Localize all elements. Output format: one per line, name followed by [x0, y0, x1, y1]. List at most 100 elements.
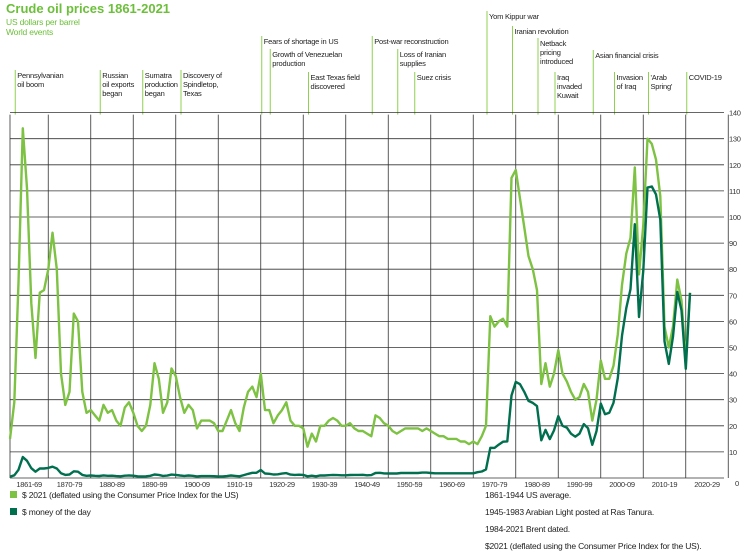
event-marker: Asian financial crisis [592, 50, 659, 115]
event-label: invaded [557, 82, 582, 91]
legend-swatch-nominal [10, 508, 17, 515]
x-tick-label: 1970-79 [482, 480, 508, 489]
x-tick-label: 2020-29 [694, 480, 720, 489]
event-label: East Texas field [311, 73, 360, 82]
y-tick-label: 0 [735, 479, 739, 488]
x-tick-label: 1930-39 [312, 480, 338, 489]
y-tick-label: 30 [729, 396, 737, 405]
y-tick-label: 100 [729, 213, 741, 222]
note-4: $2021 (deflated using the Consumer Price… [485, 541, 701, 551]
event-label: Fears of shortage in US [264, 37, 339, 46]
event-label: oil exports [102, 80, 134, 89]
event-label: Iranian revolution [515, 27, 569, 36]
event-label: COVID-19 [689, 73, 722, 82]
grid [9, 112, 729, 479]
event-label: pricing [540, 48, 561, 57]
y-tick-label: 120 [729, 161, 741, 170]
note-3: 1984-2021 Brent dated. [485, 524, 570, 534]
event-label: Sumatra [145, 71, 173, 80]
event-marker: Fears of shortage in US [261, 36, 339, 115]
note-2: 1945-1983 Arabian Light posted at Ras Ta… [485, 507, 654, 517]
event-label: Asian financial crisis [595, 51, 659, 60]
series-lines [8, 127, 692, 478]
y-tick-label: 130 [729, 135, 741, 144]
x-tick-label: 1960-69 [439, 480, 465, 489]
y-tick-label: 10 [729, 448, 737, 457]
series-line-real-2021 [8, 127, 692, 448]
event-marker: Yom Kippur war [486, 11, 540, 115]
event-label: Spindletop, [183, 80, 218, 89]
x-tick-label: 2010-19 [652, 480, 678, 489]
event-label: 'Arab [651, 73, 667, 82]
chart-subtitle: US dollars per barrel [6, 17, 80, 27]
x-tick-label: 1900-09 [184, 480, 210, 489]
event-marker: COVID-19 [686, 72, 722, 115]
y-tick-label: 90 [729, 239, 737, 248]
legend-label-real: $ 2021 (deflated using the Consumer Pric… [22, 490, 239, 500]
x-tick-label: 1950-59 [397, 480, 423, 489]
events-heading: World events [6, 27, 53, 37]
y-tick-label: 40 [729, 370, 737, 379]
event-label: Invasion [617, 73, 643, 82]
event-label: Growth of Venezuelan [272, 50, 342, 59]
event-label: Pennsylvanian [17, 71, 63, 80]
series-line-money-of-day [9, 185, 692, 478]
event-label: production [272, 59, 305, 68]
event-label: Loss of Iranian [400, 50, 446, 59]
x-axis: 1861-69 1870-79 1880-89 1890-99 1900-09 1910-… [16, 480, 720, 489]
y-tick-label: 70 [729, 291, 737, 300]
event-label: began [145, 89, 165, 98]
x-tick-label: 1870-79 [57, 480, 83, 489]
event-label: Netback [540, 39, 567, 48]
y-tick-label: 60 [729, 317, 737, 326]
y-tick-label: 140 [729, 109, 741, 118]
y-axis: 0 10 20 30 40 50 60 70 80 90 100 110 120 130 140 [729, 109, 741, 488]
event-label: Texas [183, 89, 202, 98]
chart-title: Crude oil prices 1861-2021 [6, 1, 170, 16]
legend-label-nominal: $ money of the day [22, 507, 92, 517]
x-tick-label: 1940-49 [354, 480, 380, 489]
x-tick-label: 1890-99 [142, 480, 168, 489]
event-label: oil boom [17, 80, 44, 89]
event-label: Post-war reconstruction [374, 37, 448, 46]
y-tick-label: 50 [729, 344, 737, 353]
event-label: Kuwait [557, 91, 579, 100]
event-label: Iraq [557, 73, 569, 82]
legend-swatch-real [10, 491, 17, 498]
event-label: Yom Kippur war [489, 12, 540, 21]
event-label: began [102, 89, 122, 98]
x-tick-label: 1920-29 [269, 480, 295, 489]
event-label: discovered [311, 82, 345, 91]
event-label: Discovery of [183, 71, 223, 80]
note-1: 1861-1944 US average. [485, 490, 571, 500]
x-tick-label: 1990-99 [567, 480, 593, 489]
y-tick-label: 80 [729, 265, 737, 274]
event-marker: Suez crisis [414, 72, 452, 115]
y-tick-label: 110 [729, 187, 740, 196]
event-label: production [145, 80, 178, 89]
event-label: of Iraq [617, 82, 637, 91]
event-marker: Post-war reconstruction [371, 36, 449, 115]
x-tick-label: 2000-09 [609, 480, 635, 489]
x-tick-label: 1980-89 [524, 480, 550, 489]
event-label: Russian [102, 71, 128, 80]
event-marker: Iranian revolution [512, 26, 569, 115]
event-label: Suez crisis [417, 73, 452, 82]
x-tick-label: 1880-89 [99, 480, 125, 489]
y-tick-label: 20 [729, 422, 737, 431]
event-label: supplies [400, 59, 426, 68]
event-label: Spring' [651, 82, 673, 91]
